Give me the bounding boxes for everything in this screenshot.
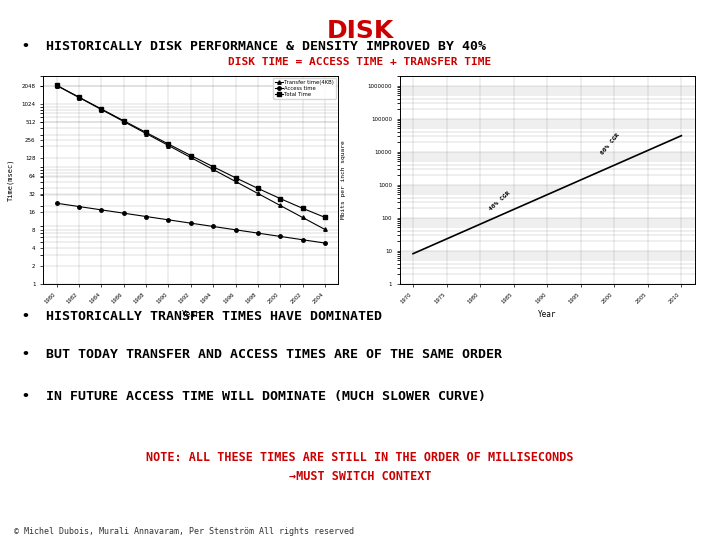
- Access time: [253, 230, 262, 237]
- Total Time: [276, 195, 284, 202]
- Total Time: [97, 106, 106, 112]
- Access time: [320, 240, 329, 246]
- Transfer time(4KB): [142, 130, 150, 137]
- Access time: [53, 200, 61, 206]
- Access time: [75, 204, 84, 210]
- Total Time: [142, 129, 150, 136]
- Text: •  HISTORICALLY DISK PERFORMANCE & DENSITY IMPROVED BY 40%: • HISTORICALLY DISK PERFORMANCE & DENSIT…: [22, 40, 485, 53]
- Y-axis label: Time(msec): Time(msec): [7, 158, 14, 201]
- Text: 40% CGR: 40% CGR: [488, 191, 511, 212]
- Transfer time(4KB): [53, 82, 61, 89]
- Total Time: [298, 205, 307, 212]
- Line: Access time: Access time: [55, 201, 327, 245]
- Total Time: [75, 94, 84, 100]
- X-axis label: Year: Year: [538, 310, 557, 319]
- Total Time: [186, 152, 195, 159]
- Text: © Michel Dubois, Murali Annavaram, Per Stenström All rights reserved: © Michel Dubois, Murali Annavaram, Per S…: [14, 526, 354, 536]
- Text: •  BUT TODAY TRANSFER AND ACCESS TIMES ARE OF THE SAME ORDER: • BUT TODAY TRANSFER AND ACCESS TIMES AR…: [22, 348, 502, 361]
- Access time: [120, 210, 128, 217]
- Transfer time(4KB): [120, 118, 128, 125]
- Line: Total Time: Total Time: [55, 84, 327, 219]
- Transfer time(4KB): [320, 226, 329, 233]
- Transfer time(4KB): [253, 190, 262, 197]
- Access time: [164, 217, 173, 223]
- Text: •  HISTORICALLY TRANSFER TIMES HAVE DOMINATED: • HISTORICALLY TRANSFER TIMES HAVE DOMIN…: [22, 310, 382, 323]
- Access time: [276, 233, 284, 240]
- Transfer time(4KB): [209, 166, 217, 173]
- Total Time: [320, 214, 329, 221]
- Transfer time(4KB): [298, 214, 307, 221]
- Text: →MUST SWITCH CONTEXT: →MUST SWITCH CONTEXT: [289, 470, 431, 483]
- Transfer time(4KB): [97, 106, 106, 113]
- Legend: Transfer time(4KB), Access time, Total Time: Transfer time(4KB), Access time, Total T…: [273, 78, 336, 98]
- Transfer time(4KB): [164, 142, 173, 149]
- Access time: [97, 207, 106, 213]
- Access time: [231, 227, 240, 233]
- Total Time: [120, 118, 128, 124]
- Text: 60% CGR: 60% CGR: [600, 132, 621, 156]
- Transfer time(4KB): [186, 154, 195, 161]
- Total Time: [231, 174, 240, 181]
- Access time: [142, 213, 150, 220]
- Transfer time(4KB): [231, 178, 240, 185]
- Total Time: [209, 164, 217, 170]
- Text: DISK: DISK: [326, 19, 394, 43]
- Y-axis label: Mbits per inch square: Mbits per inch square: [341, 140, 346, 219]
- Transfer time(4KB): [276, 202, 284, 209]
- Total Time: [53, 82, 61, 89]
- Text: NOTE: ALL THESE TIMES ARE STILL IN THE ORDER OF MILLISECONDS: NOTE: ALL THESE TIMES ARE STILL IN THE O…: [146, 451, 574, 464]
- Transfer time(4KB): [75, 94, 84, 101]
- Access time: [298, 237, 307, 243]
- Text: DISK TIME = ACCESS TIME + TRANSFER TIME: DISK TIME = ACCESS TIME + TRANSFER TIME: [228, 57, 492, 67]
- Text: •  IN FUTURE ACCESS TIME WILL DOMINATE (MUCH SLOWER CURVE): • IN FUTURE ACCESS TIME WILL DOMINATE (M…: [22, 390, 485, 403]
- Line: Transfer time(4KB): Transfer time(4KB): [55, 84, 327, 231]
- Total Time: [164, 141, 173, 147]
- Access time: [209, 223, 217, 230]
- Access time: [186, 220, 195, 226]
- Total Time: [253, 185, 262, 192]
- X-axis label: Year: Year: [181, 310, 200, 319]
